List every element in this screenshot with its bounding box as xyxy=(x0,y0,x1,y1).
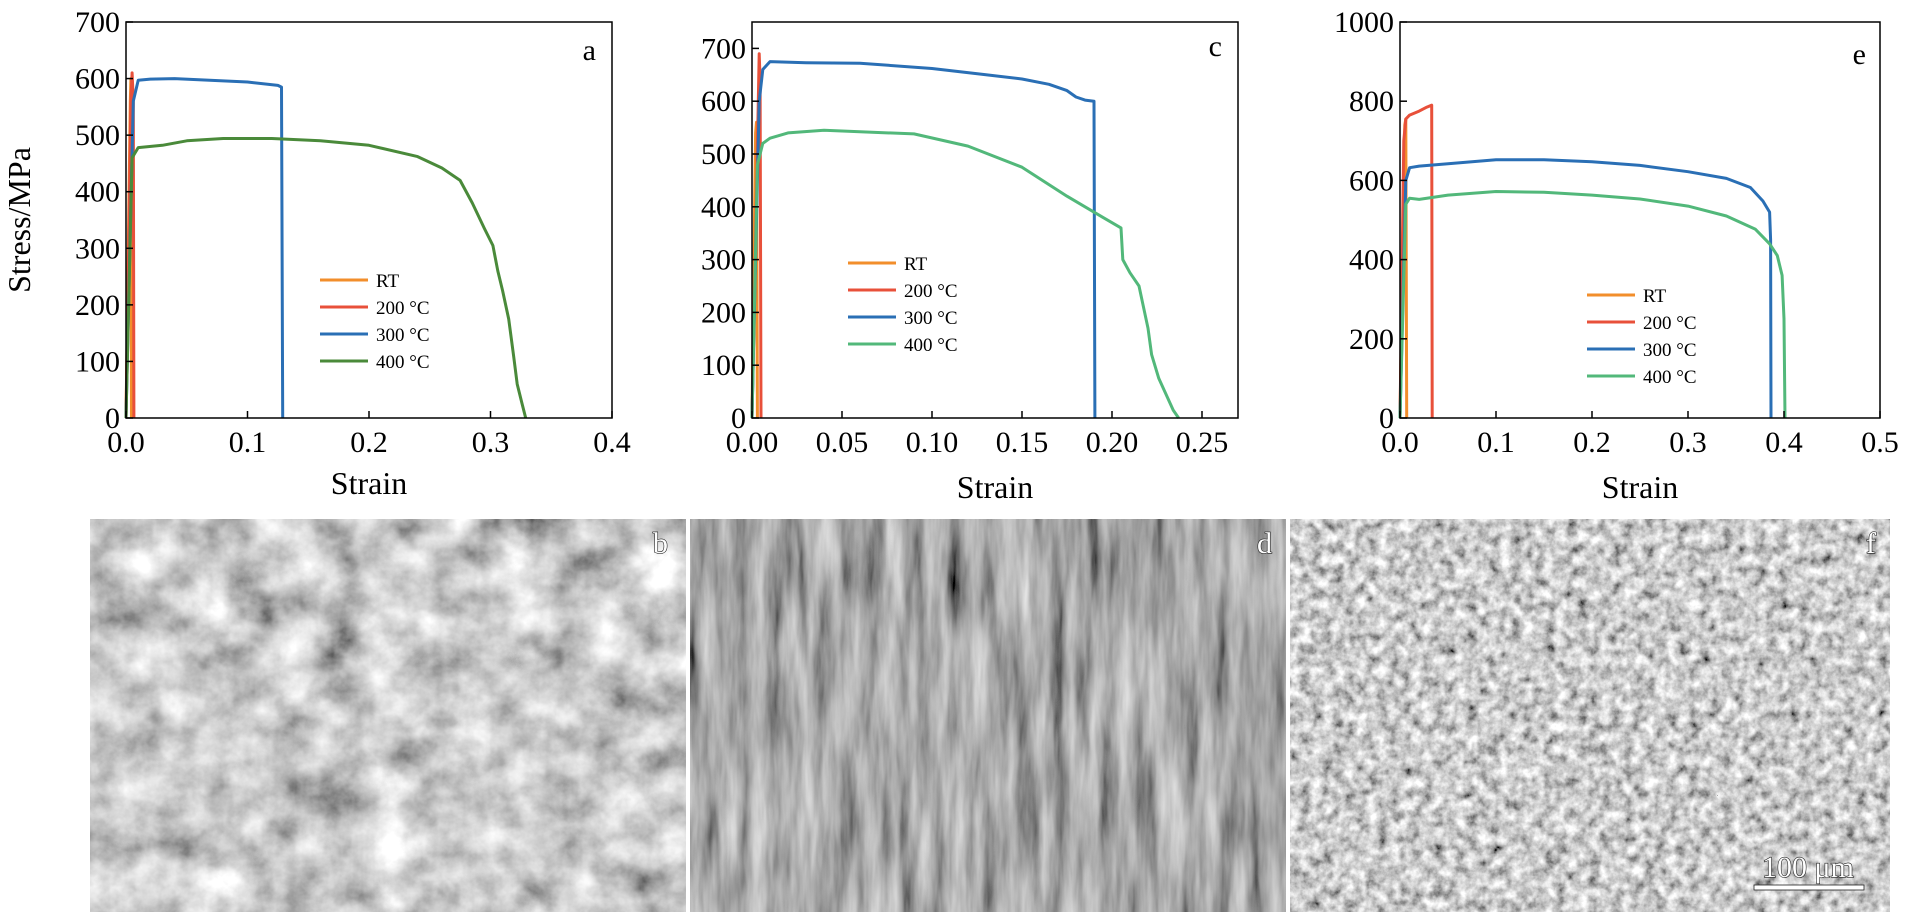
legend-label: RT xyxy=(904,254,928,275)
x-tick-label: 0.1 xyxy=(229,426,267,459)
y-tick-label: 100 xyxy=(701,349,746,382)
y-tick-label: 300 xyxy=(75,232,120,265)
series-line xyxy=(1398,190,1787,419)
y-tick-label: 400 xyxy=(75,176,120,209)
plot-frame xyxy=(751,21,1239,419)
y-tick-label: 200 xyxy=(75,289,120,322)
series-line xyxy=(124,137,528,419)
y-tick-label: 600 xyxy=(1349,164,1394,197)
x-tick-label: 0.20 xyxy=(1086,426,1139,459)
x-tick-label: 0.5 xyxy=(1861,426,1899,459)
y-tick-label: 700 xyxy=(701,32,746,65)
x-axis-title: Strain xyxy=(957,469,1033,505)
micrograph-b: b xyxy=(90,519,686,912)
charts-layer: 0.0 0.1 0.2 0.3 0.4 0 100 200 300 400 500 600 700 Str… xyxy=(1,6,1899,505)
y-tick-label: 100 xyxy=(75,345,120,378)
scale-bar xyxy=(1753,884,1865,891)
legend: RT 200 °C 300 °C 400 °C xyxy=(320,271,430,373)
x-tick-label: 0.4 xyxy=(1765,426,1803,459)
scale-bar-label: 100 μm xyxy=(1762,851,1854,884)
panel-letter: e xyxy=(1853,38,1866,71)
x-axis-title: Strain xyxy=(1602,469,1678,505)
y-tick-label: 600 xyxy=(75,63,120,96)
legend-label: 400 °C xyxy=(1643,367,1697,388)
chart-c: 0.00 0.05 0.10 0.15 0.20 0.25 0 100 200 300 400 500… xyxy=(701,21,1239,505)
x-tick-label: 0.15 xyxy=(996,426,1049,459)
x-tick-label: 0.3 xyxy=(1669,426,1707,459)
legend: RT 200 °C 300 °C 400 °C xyxy=(848,254,958,356)
micrograph-letter-f: f xyxy=(1866,527,1876,560)
series-line xyxy=(750,128,1180,419)
y-tick-label: 0 xyxy=(105,402,120,435)
x-axis-title: Strain xyxy=(331,465,407,501)
chart-e: 0.0 0.1 0.2 0.3 0.4 0.5 0 200 400 600 800 1000 Strai… xyxy=(1334,6,1899,505)
series-line xyxy=(124,71,136,419)
panel-letter: c xyxy=(1209,30,1222,63)
legend-label: 300 °C xyxy=(1643,340,1697,361)
y-tick-label: 500 xyxy=(75,119,120,152)
x-tick-label: 0.1 xyxy=(1477,426,1515,459)
legend-label: 200 °C xyxy=(904,281,958,302)
x-tick-label: 0.25 xyxy=(1176,426,1229,459)
x-tick-label: 0.3 xyxy=(472,426,510,459)
y-tick-label: 200 xyxy=(701,296,746,329)
micrograph-f: f 100 μm xyxy=(1290,519,1890,912)
legend-label: 200 °C xyxy=(1643,313,1697,334)
y-tick-label: 500 xyxy=(701,138,746,171)
panel-letter: a xyxy=(583,34,596,67)
y-tick-label: 400 xyxy=(1349,244,1394,277)
legend-label: 400 °C xyxy=(904,335,958,356)
micrograph-d: d xyxy=(690,519,1286,912)
chart-a: 0.0 0.1 0.2 0.3 0.4 0 100 200 300 400 500 600 700 Str… xyxy=(1,6,631,501)
y-tick-label: 300 xyxy=(701,244,746,277)
x-tick-label: 0.4 xyxy=(593,426,631,459)
y-tick-label: 800 xyxy=(1349,85,1394,118)
series-line xyxy=(124,77,285,419)
series-line xyxy=(1398,103,1434,419)
series-line xyxy=(1398,158,1773,419)
x-tick-label: 0.0 xyxy=(1381,426,1419,459)
legend-label: 200 °C xyxy=(376,298,430,319)
legend: RT 200 °C 300 °C 400 °C xyxy=(1587,286,1697,388)
y-tick-label: 600 xyxy=(701,85,746,118)
plot-frame xyxy=(125,21,613,419)
y-tick-label: 0 xyxy=(731,402,746,435)
legend-label: RT xyxy=(1643,286,1667,307)
x-tick-label: 0.2 xyxy=(1573,426,1611,459)
x-tick-label: 0.0 xyxy=(107,426,145,459)
y-tick-label: 1000 xyxy=(1334,6,1394,39)
micrograph-letter-b: b xyxy=(653,527,668,560)
x-tick-label: 0.05 xyxy=(816,426,869,459)
y-tick-label: 400 xyxy=(701,191,746,224)
legend-label: 300 °C xyxy=(376,325,430,346)
legend-label: 400 °C xyxy=(376,352,430,373)
legend-label: 300 °C xyxy=(904,308,958,329)
series-line xyxy=(750,60,1097,419)
micrograph-letter-d: d xyxy=(1257,527,1272,560)
y-axis-title: Stress/MPa xyxy=(1,147,37,293)
plot-frame xyxy=(1399,21,1881,419)
y-tick-label: 200 xyxy=(1349,323,1394,356)
legend-label: RT xyxy=(376,271,400,292)
y-tick-label: 700 xyxy=(75,6,120,39)
y-tick-label: 0 xyxy=(1379,402,1394,435)
x-tick-label: 0.10 xyxy=(906,426,959,459)
x-tick-label: 0.00 xyxy=(726,426,779,459)
x-tick-label: 0.2 xyxy=(350,426,388,459)
